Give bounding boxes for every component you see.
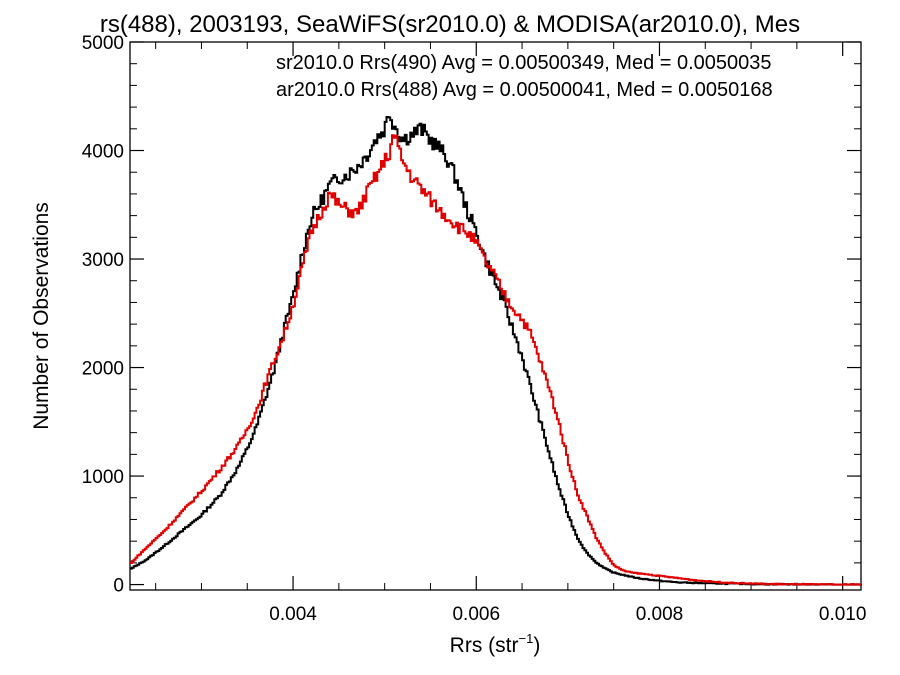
x-tick-label: 0.004 xyxy=(269,604,317,625)
legend-entry-black: sr2010.0 Rrs(490) Avg = 0.00500349, Med … xyxy=(276,52,772,74)
x-axis-title: Rrs (str−1) xyxy=(450,631,541,657)
series-black-histogram xyxy=(130,116,862,586)
legend-entry-red: ar2010.0 Rrs(488) Avg = 0.00500041, Med … xyxy=(276,79,773,101)
y-tick-label: 5000 xyxy=(82,33,124,54)
y-tick-label: 2000 xyxy=(82,359,124,380)
y-tick-label: 3000 xyxy=(82,250,124,271)
x-axis-title-sup: −1 xyxy=(519,631,534,646)
y-axis-title: Number of Observations xyxy=(30,202,53,430)
chart-title: rs(488), 2003193, SeaWiFS(sr2010.0) & MO… xyxy=(100,11,800,38)
plot-frame xyxy=(129,41,862,591)
x-tick-label: 0.008 xyxy=(636,604,684,625)
axis-ticks xyxy=(130,41,861,590)
series-group xyxy=(130,116,862,586)
x-axis-title-end: ) xyxy=(533,634,540,657)
series-red-histogram xyxy=(130,134,861,586)
x-tick-label: 0.006 xyxy=(452,604,500,625)
axis-tick-labels: 0 1000 2000 3000 4000 5000 0.004 0.006 0.008 0.01… xyxy=(82,33,867,625)
y-tick-label: 1000 xyxy=(82,467,124,488)
x-tick-label: 0.010 xyxy=(819,604,867,625)
y-tick-label: 0 xyxy=(113,576,124,597)
y-tick-label: 4000 xyxy=(82,142,124,163)
x-axis-title-main: Rrs (str xyxy=(450,634,519,657)
